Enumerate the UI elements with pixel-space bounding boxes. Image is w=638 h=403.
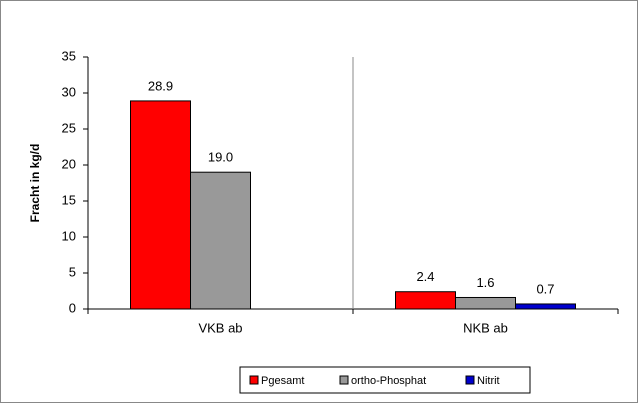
y-tick-label: 15: [62, 192, 76, 207]
value-label: 0.7: [536, 281, 554, 296]
y-tick-label: 0: [69, 300, 76, 315]
y-tick-label: 30: [62, 84, 76, 99]
legend-box: [239, 366, 531, 394]
legend-swatch: [339, 375, 349, 385]
bar: [455, 296, 516, 310]
value-label: 2.4: [416, 269, 434, 284]
legend-label: Nitrit: [477, 375, 500, 387]
legend-label: ortho-Phosphat: [351, 375, 426, 387]
y-tick-label: 10: [62, 228, 76, 243]
x-tick-label: NKB ab: [463, 320, 508, 335]
legend-label: Pgesamt: [261, 375, 304, 387]
y-tick-label: 20: [62, 156, 76, 171]
y-tick-label: 5: [69, 264, 76, 279]
y-tick-label: 25: [62, 120, 76, 135]
x-tick-label: VKB ab: [198, 320, 242, 335]
legend-swatch: [465, 375, 475, 385]
y-tick-label: 35: [62, 48, 76, 63]
y-axis-label: Fracht in kg/d: [28, 144, 42, 223]
value-label: 28.9: [148, 78, 173, 93]
value-label: 1.6: [476, 275, 494, 290]
bar: [130, 100, 191, 310]
bar: [190, 171, 251, 310]
legend-swatch: [249, 375, 259, 385]
bar: [515, 303, 576, 310]
bar: [395, 291, 456, 310]
value-label: 19.0: [208, 150, 233, 165]
